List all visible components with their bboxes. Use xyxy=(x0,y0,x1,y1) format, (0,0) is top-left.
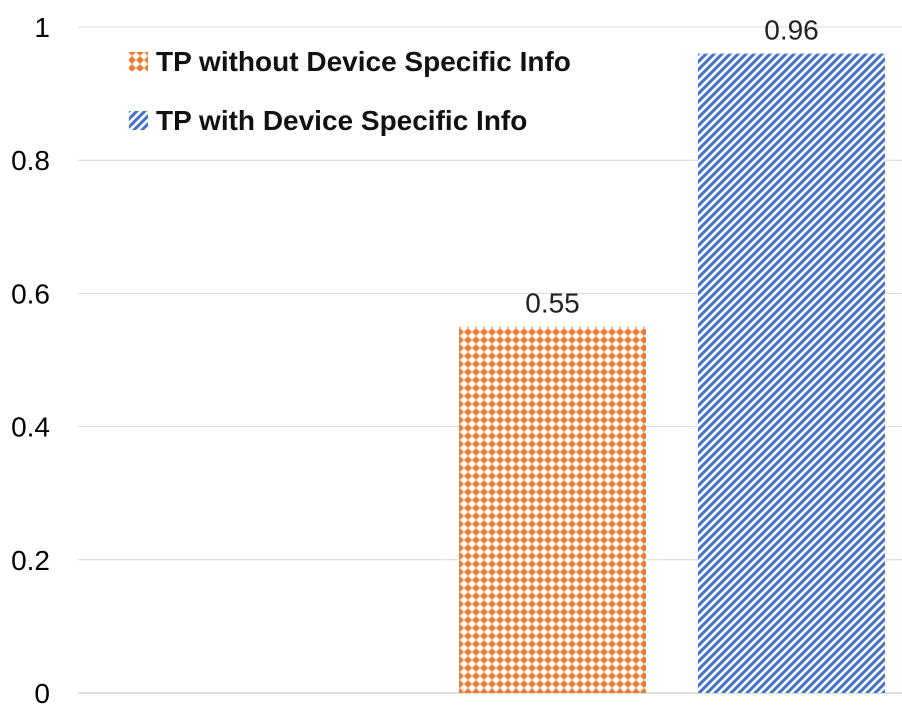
y-tick-label: 0.6 xyxy=(11,278,50,309)
y-axis: 0 0.2 0.4 0.6 0.8 1 xyxy=(11,12,50,709)
legend-swatch xyxy=(129,111,148,130)
data-label: 0.96 xyxy=(764,15,819,46)
bar-with-device-info xyxy=(698,53,885,693)
y-tick-label: 0.2 xyxy=(11,545,50,576)
legend-label: TP without Device Specific Info xyxy=(156,46,571,77)
legend: TP without Device Specific Info TP with D… xyxy=(129,46,571,136)
data-labels: 0.55 0.96 xyxy=(525,15,819,319)
bar-without-device-info xyxy=(459,326,646,693)
y-tick-label: 0.4 xyxy=(11,412,50,443)
data-label: 0.55 xyxy=(525,288,580,319)
legend-swatch xyxy=(129,52,148,71)
bars xyxy=(459,53,885,693)
y-tick-label: 1 xyxy=(34,12,50,43)
legend-label: TP with Device Specific Info xyxy=(156,105,527,136)
y-tick-label: 0 xyxy=(34,678,50,709)
y-tick-label: 0.8 xyxy=(11,145,50,176)
